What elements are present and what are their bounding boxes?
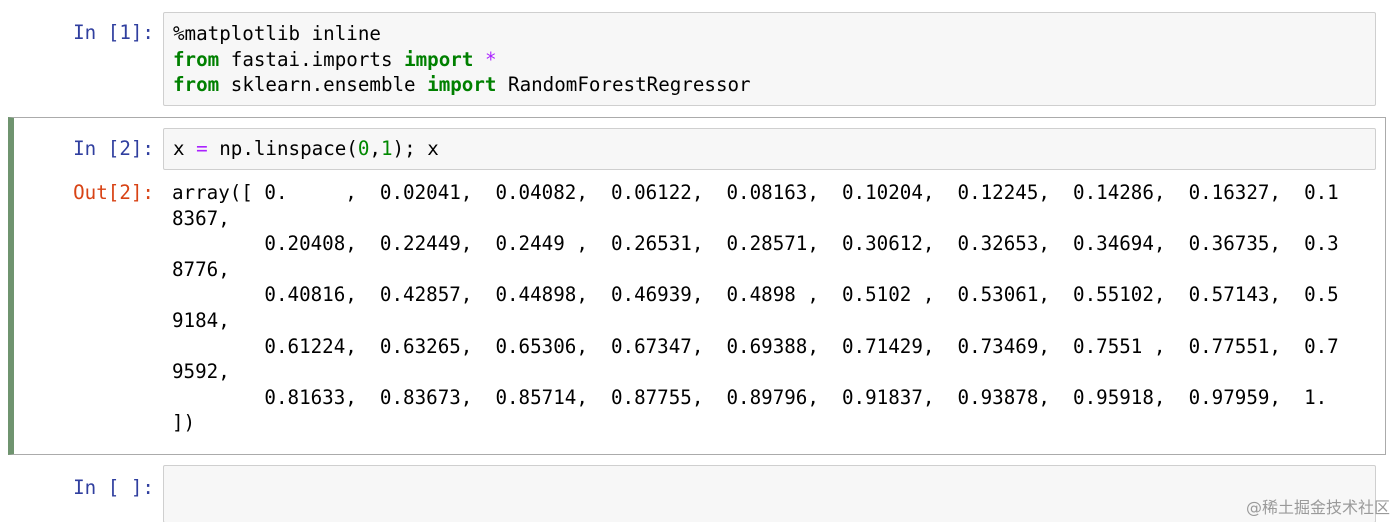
code-token: ); x — [392, 137, 439, 160]
output-line: 9184, — [172, 308, 230, 332]
code-token: * — [484, 47, 497, 71]
output-line: 0.61224, 0.63265, 0.65306, 0.67347, 0.69… — [172, 334, 1339, 358]
output-line: ]) — [172, 411, 196, 435]
code-token: import — [427, 73, 497, 97]
code-token: 0 — [357, 137, 370, 160]
code-line: from sklearn.ensemble import RandomFores… — [173, 72, 1366, 98]
input-prompt: In [1]: — [73, 21, 154, 44]
output-line: 9592, — [172, 360, 230, 384]
code-line: x = np.linspace(0,1); x — [173, 136, 1366, 162]
code-token: 1 — [380, 137, 393, 160]
code-cell-input[interactable]: x = np.linspace(0,1); x — [163, 128, 1376, 170]
input-prompt: In [2]: — [73, 137, 154, 160]
code-token: = — [196, 137, 208, 160]
code-token: from — [173, 73, 220, 97]
code-line: from fastai.imports import * — [173, 47, 1366, 73]
input-prompt: In [ ]: — [73, 476, 154, 499]
output-line: 0.81633, 0.83673, 0.85714, 0.87755, 0.89… — [172, 385, 1328, 409]
output-line: 0.20408, 0.22449, 0.2449 , 0.26531, 0.28… — [172, 232, 1339, 256]
code-token: from — [173, 47, 220, 71]
code-token: RandomForestRegressor — [496, 73, 751, 97]
code-token: fastai.imports — [219, 47, 405, 71]
selected-cell[interactable] — [8, 117, 1386, 455]
code-token: sklearn.ensemble — [219, 73, 428, 97]
code-token: import — [404, 47, 474, 71]
code-cell-input[interactable]: %matplotlib inline from fastai.imports im… — [163, 12, 1376, 106]
output-line: 0.40816, 0.42857, 0.44898, 0.46939, 0.48… — [172, 283, 1339, 307]
watermark: @稀土掘金技术社区 — [1245, 498, 1390, 517]
code-token: x — [173, 137, 197, 160]
code-line: %matplotlib inline — [173, 21, 1366, 47]
code-token: , — [369, 137, 381, 160]
output-line: 8776, — [172, 257, 230, 281]
code-token: %matplotlib inline — [173, 22, 381, 45]
output-line: 8367, — [172, 206, 230, 230]
output-line: array([ 0. , 0.02041, 0.04082, 0.06122, … — [172, 181, 1339, 204]
cell-output: array([ 0. , 0.02041, 0.04082, 0.06122, … — [172, 180, 1339, 436]
code-cell-input[interactable] — [163, 465, 1376, 522]
code-token: np.linspace( — [207, 137, 358, 160]
output-prompt: Out[2]: — [73, 181, 154, 204]
code-token — [473, 48, 485, 71]
